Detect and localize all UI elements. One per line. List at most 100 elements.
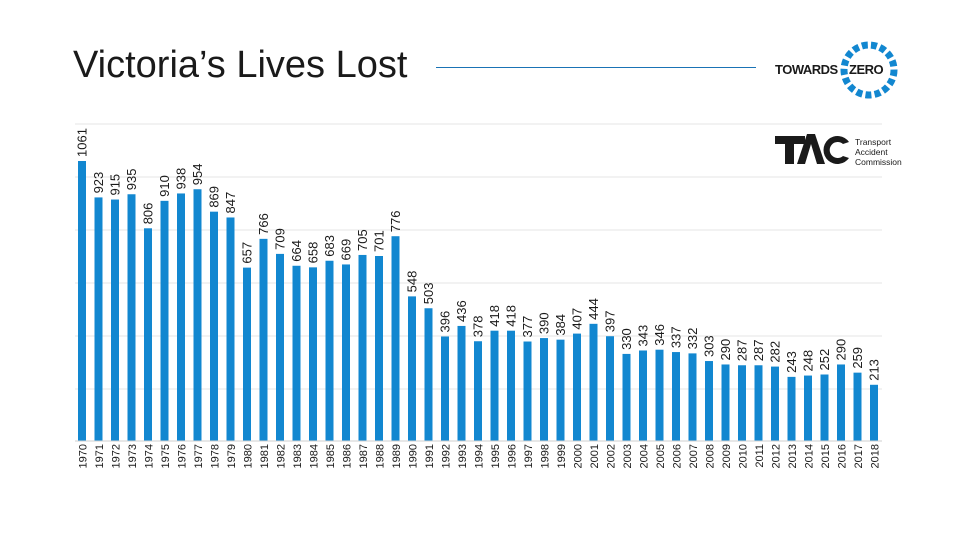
bar-1973 (127, 194, 136, 441)
value-label-1989: 776 (388, 211, 403, 233)
value-label-2004: 343 (636, 325, 651, 347)
x-tick-label-1997: 1997 (523, 444, 535, 468)
bar-2015 (820, 374, 829, 441)
bar-1971 (94, 197, 103, 441)
value-label-2009: 290 (718, 339, 733, 361)
bar-1996 (507, 330, 515, 441)
value-label-1972: 915 (108, 174, 123, 196)
bar-1998 (540, 338, 548, 441)
x-tick-label-2018: 2018 (870, 444, 882, 468)
x-tick-label-2007: 2007 (688, 444, 700, 468)
value-label-1983: 664 (289, 240, 304, 262)
x-tick-label-1970: 1970 (78, 444, 90, 468)
bar-1985 (325, 260, 334, 441)
bar-2001 (589, 323, 598, 441)
bar-2018 (870, 384, 878, 441)
value-label-1974: 806 (141, 203, 156, 225)
bar-1981 (259, 238, 268, 441)
value-label-2017: 259 (850, 347, 865, 369)
bar-1990 (408, 296, 416, 441)
bar-2005 (655, 349, 664, 441)
x-tick-label-1986: 1986 (342, 444, 354, 468)
bar-1976 (177, 193, 185, 441)
bar-1986 (342, 264, 350, 441)
x-tick-label-1982: 1982 (276, 444, 288, 468)
x-tick-label-1972: 1972 (111, 444, 123, 468)
x-tick-label-2006: 2006 (672, 444, 684, 468)
x-tick-label-1999: 1999 (556, 444, 568, 468)
value-label-1999: 384 (553, 314, 568, 336)
value-label-2012: 282 (768, 341, 783, 363)
x-tick-label-2016: 2016 (837, 444, 849, 468)
x-tick-label-1979: 1979 (226, 444, 238, 468)
value-label-2011: 287 (751, 340, 766, 362)
value-label-1993: 436 (454, 300, 469, 322)
bar-1975 (160, 200, 169, 441)
x-tick-label-1988: 1988 (375, 444, 387, 468)
value-label-1991: 503 (421, 283, 436, 305)
value-label-2006: 337 (669, 326, 684, 348)
bar-1997 (523, 341, 532, 441)
x-tick-label-1973: 1973 (127, 444, 139, 468)
value-label-1992: 396 (438, 311, 453, 333)
value-label-2015: 252 (817, 349, 832, 371)
value-label-2007: 332 (685, 328, 700, 350)
x-tick-label-1971: 1971 (94, 444, 106, 468)
x-tick-label-2014: 2014 (804, 444, 816, 468)
x-tick-label-1984: 1984 (309, 444, 321, 468)
value-label-2005: 346 (652, 324, 667, 346)
bar-1995 (490, 330, 499, 441)
x-tick-label-2012: 2012 (771, 444, 783, 468)
bar-2013 (787, 376, 796, 441)
tac-logo: Transport Accident Commission (775, 130, 915, 170)
bar-2008 (705, 361, 713, 441)
x-tick-label-2010: 2010 (738, 444, 750, 468)
x-tick-label-1990: 1990 (408, 444, 420, 468)
bar-1999 (556, 339, 565, 441)
value-label-1979: 847 (223, 192, 238, 214)
bar-1989 (391, 236, 400, 441)
tac-org-line-1: Transport (855, 137, 892, 147)
bar-2006 (672, 352, 680, 441)
bars (78, 161, 878, 441)
x-tick-label-1994: 1994 (474, 444, 486, 468)
x-tick-label-1989: 1989 (391, 444, 403, 468)
bar-1982 (276, 253, 284, 441)
x-tick-label-1985: 1985 (325, 444, 337, 468)
x-tick-label-2000: 2000 (573, 444, 585, 468)
x-tick-label-2001: 2001 (589, 444, 601, 468)
x-tick-label-2017: 2017 (853, 444, 865, 468)
x-tick-label-2003: 2003 (622, 444, 634, 468)
bar-1979 (226, 217, 235, 441)
x-tick-label-1976: 1976 (177, 444, 189, 468)
x-tick-label-1983: 1983 (292, 444, 304, 468)
x-tick-label-1995: 1995 (490, 444, 502, 468)
bar-1980 (243, 267, 251, 441)
bar-1977 (193, 189, 202, 441)
value-label-1976: 938 (174, 168, 189, 190)
bar-2014 (804, 375, 812, 441)
value-label-1975: 910 (157, 175, 172, 197)
bar-1984 (309, 267, 317, 441)
bar-2000 (573, 333, 581, 441)
value-label-1995: 418 (487, 305, 502, 327)
value-label-1990: 548 (405, 271, 420, 293)
value-label-2008: 303 (702, 335, 717, 357)
x-tick-label-2009: 2009 (721, 444, 733, 468)
x-tick-label-1987: 1987 (358, 444, 370, 468)
x-tick-label-1977: 1977 (193, 444, 205, 468)
tac-org-line-2: Accident (855, 147, 888, 157)
bar-1992 (441, 336, 449, 441)
value-label-2016: 290 (834, 339, 849, 361)
bar-1970 (78, 161, 86, 441)
x-tick-label-1993: 1993 (457, 444, 469, 468)
value-label-1987: 705 (355, 229, 370, 251)
value-label-2014: 248 (801, 350, 816, 372)
value-label-1984: 658 (306, 242, 321, 264)
x-tick-label-1981: 1981 (259, 444, 271, 468)
bar-2003 (622, 353, 631, 441)
value-label-1994: 378 (471, 316, 486, 338)
value-label-1970: 1061 (75, 128, 90, 157)
x-tick-label-2011: 2011 (754, 444, 766, 468)
value-label-1980: 657 (240, 242, 255, 264)
